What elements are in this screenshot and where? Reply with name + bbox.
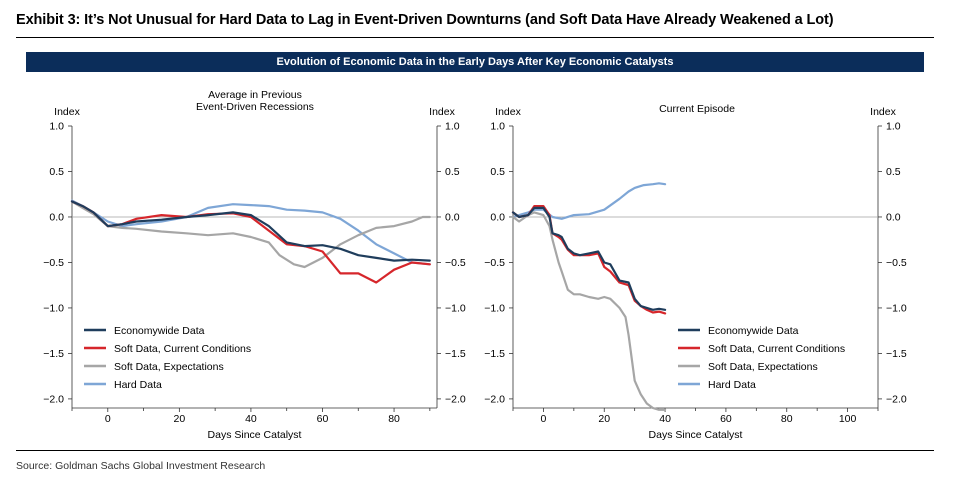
chart1-y-tick-label-left: 0.5 (49, 166, 64, 178)
chart1-legend-label: Soft Data, Current Conditions (114, 343, 251, 355)
chart1-y-tick-label-left: 0.0 (49, 211, 64, 223)
chart1-y-tick-label-left: −1.0 (43, 302, 64, 314)
chart1-series-line-soft-data-current-conditions (70, 200, 431, 284)
chart1-y-tick-label-right: 1.0 (445, 121, 460, 133)
chart1-y-axis-label-right: Index (429, 106, 455, 118)
chart1-x-axis-label: Days Since Catalyst (208, 429, 302, 441)
chart1-x-tick-label: 20 (174, 413, 186, 425)
chart1-y-tick-label-left: 1.0 (49, 121, 64, 133)
chart1-y-tick-label-right: 0.0 (445, 211, 460, 223)
chart1-y-tick-label-left: −2.0 (43, 393, 64, 405)
chart1-x-tick-label: 40 (245, 413, 257, 425)
chart-banner: Evolution of Economic Data in the Early … (26, 52, 924, 72)
source-divider (16, 450, 934, 451)
chart1-title-line: Average in Previous (208, 89, 302, 101)
chart1-y-tick-label-right: −1.5 (445, 348, 466, 360)
chart1-legend-label: Hard Data (114, 379, 162, 391)
chart1-series-line-soft-data-expectations (70, 200, 431, 269)
chart1-y-tick-label-left: −1.5 (43, 348, 64, 360)
chart1-y-tick-label-right: −1.0 (445, 302, 466, 314)
title-divider (16, 37, 934, 38)
source-note: Source: Goldman Sachs Global Investment … (16, 460, 266, 472)
chart1-title-line: Event-Driven Recessions (196, 101, 314, 113)
chart1-y-tick-label-right: 0.5 (445, 166, 460, 178)
chart1-legend-label: Economywide Data (114, 325, 205, 337)
exhibit-title: Exhibit 3: It’s Not Unusual for Hard Dat… (16, 12, 834, 28)
chart1-y-axis-label-left: Index (54, 106, 80, 118)
chart1-x-tick-label: 80 (388, 413, 400, 425)
chart1-x-tick-label: 0 (105, 413, 111, 425)
chart1-series-line-hard-data (70, 199, 431, 266)
chart1-legend-label: Soft Data, Expectations (114, 361, 224, 373)
chart1-y-tick-label-left: −0.5 (43, 257, 64, 269)
chart1-y-tick-label-right: −2.0 (445, 393, 466, 405)
chart1-y-tick-label-right: −0.5 (445, 257, 466, 269)
chart1-x-tick-label: 60 (317, 413, 329, 425)
chart1-series-line-economywide-data (70, 200, 431, 262)
